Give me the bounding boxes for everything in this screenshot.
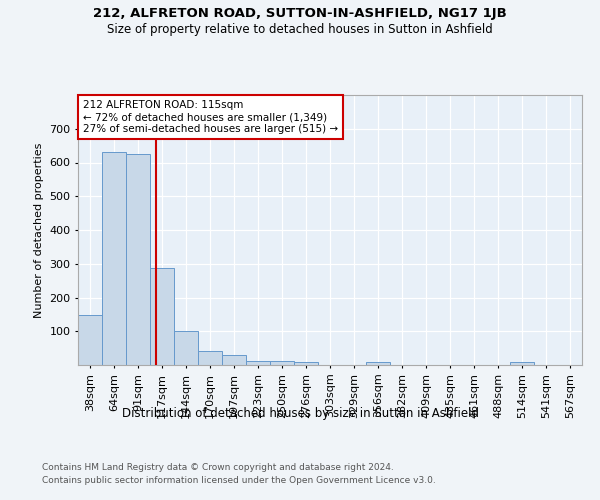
Text: 212 ALFRETON ROAD: 115sqm
← 72% of detached houses are smaller (1,349)
27% of se: 212 ALFRETON ROAD: 115sqm ← 72% of detac… [83,100,338,134]
Bar [102,152,126,365]
Text: 212, ALFRETON ROAD, SUTTON-IN-ASHFIELD, NG17 1JB: 212, ALFRETON ROAD, SUTTON-IN-ASHFIELD, … [93,8,507,20]
Bar [270,362,294,365]
Bar [510,362,534,365]
Text: Contains HM Land Registry data © Crown copyright and database right 2024.: Contains HM Land Registry data © Crown c… [42,462,394,471]
Y-axis label: Number of detached properties: Number of detached properties [34,142,44,318]
Bar [78,315,102,365]
Bar [126,154,150,365]
Bar [222,355,246,365]
Bar [294,362,318,365]
Bar [366,362,390,365]
Text: Size of property relative to detached houses in Sutton in Ashfield: Size of property relative to detached ho… [107,22,493,36]
Bar [150,268,174,365]
Bar [246,362,270,365]
Bar [198,351,222,365]
Text: Contains public sector information licensed under the Open Government Licence v3: Contains public sector information licen… [42,476,436,485]
Text: Distribution of detached houses by size in Sutton in Ashfield: Distribution of detached houses by size … [121,408,479,420]
Bar [174,331,198,365]
